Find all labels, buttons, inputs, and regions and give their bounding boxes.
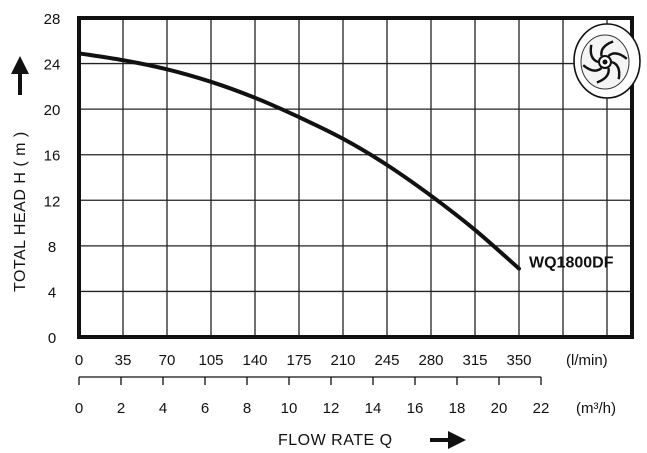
x-secondary-tick-label: 18 [449, 400, 466, 417]
impeller-vane [611, 60, 621, 80]
grid [79, 18, 632, 337]
x-secondary-tick-label: 8 [243, 400, 251, 417]
series-label: WQ1800DF [529, 255, 614, 272]
impeller-vane [582, 64, 603, 72]
y-tick-label: 0 [48, 330, 56, 347]
x-primary-tick-label: 280 [418, 352, 443, 369]
impeller-icon [573, 23, 641, 99]
y-tick-labels: 0 4 8 12 16 20 24 28 [44, 11, 61, 347]
x-secondary-unit: (m³/h) [576, 400, 616, 417]
x-primary-tick-labels: 0 35 70 105 140 175 210 245 280 315 350 [75, 352, 532, 369]
x-primary-tick-label: 105 [198, 352, 223, 369]
x-axis-arrow-icon [430, 431, 466, 449]
y-tick-label: 4 [48, 284, 56, 301]
x-secondary-tick-label: 20 [491, 400, 508, 417]
x-secondary-tick-label: 6 [201, 400, 209, 417]
x-primary-tick-label: 35 [115, 352, 132, 369]
arrow-head [448, 431, 466, 449]
x-secondary-tick-label: 10 [281, 400, 298, 417]
impeller-vane [596, 67, 610, 84]
x-secondary-tick-label: 2 [117, 400, 125, 417]
y-tick-label: 28 [44, 11, 61, 28]
x-primary-tick-label: 140 [242, 352, 267, 369]
x-primary-tick-label: 175 [286, 352, 311, 369]
x-secondary-tick-label: 22 [533, 400, 550, 417]
x-primary-tick-label: 0 [75, 352, 83, 369]
x-secondary-tick-label: 12 [323, 400, 340, 417]
impeller-vane [589, 44, 599, 64]
x-axis-title: FLOW RATE Q [278, 432, 393, 449]
impeller-hub-center [602, 59, 608, 65]
x-secondary-tick-label: 4 [159, 400, 167, 417]
y-tick-label: 12 [44, 193, 61, 210]
y-tick-label: 20 [44, 102, 61, 119]
y-tick-label: 24 [44, 57, 61, 74]
x-secondary-tick-label: 14 [365, 400, 382, 417]
arrow-head [11, 56, 29, 74]
x-primary-tick-label: 70 [159, 352, 176, 369]
plot-frame [77, 16, 634, 339]
x-primary-unit: (l/min) [566, 352, 608, 369]
y-tick-label: 8 [48, 239, 56, 256]
impeller-vane [600, 40, 614, 57]
x-primary-tick-label: 350 [506, 352, 531, 369]
x-primary-tick-label: 315 [462, 352, 487, 369]
x-primary-tick-label: 245 [374, 352, 399, 369]
x-primary-tick-label: 210 [330, 352, 355, 369]
x-secondary-tick-label: 16 [407, 400, 424, 417]
y-tick-label: 16 [44, 148, 61, 165]
y-axis-arrow-icon [11, 56, 29, 95]
series-line-wq1800df [77, 51, 521, 271]
x-secondary-tick-label: 0 [75, 400, 83, 417]
x-secondary-axis: 0 2 4 6 8 10 12 14 16 18 20 22 [75, 376, 550, 417]
impeller-vane [607, 52, 628, 60]
y-axis-title: TOTAL HEAD H ( m ) [12, 131, 29, 292]
